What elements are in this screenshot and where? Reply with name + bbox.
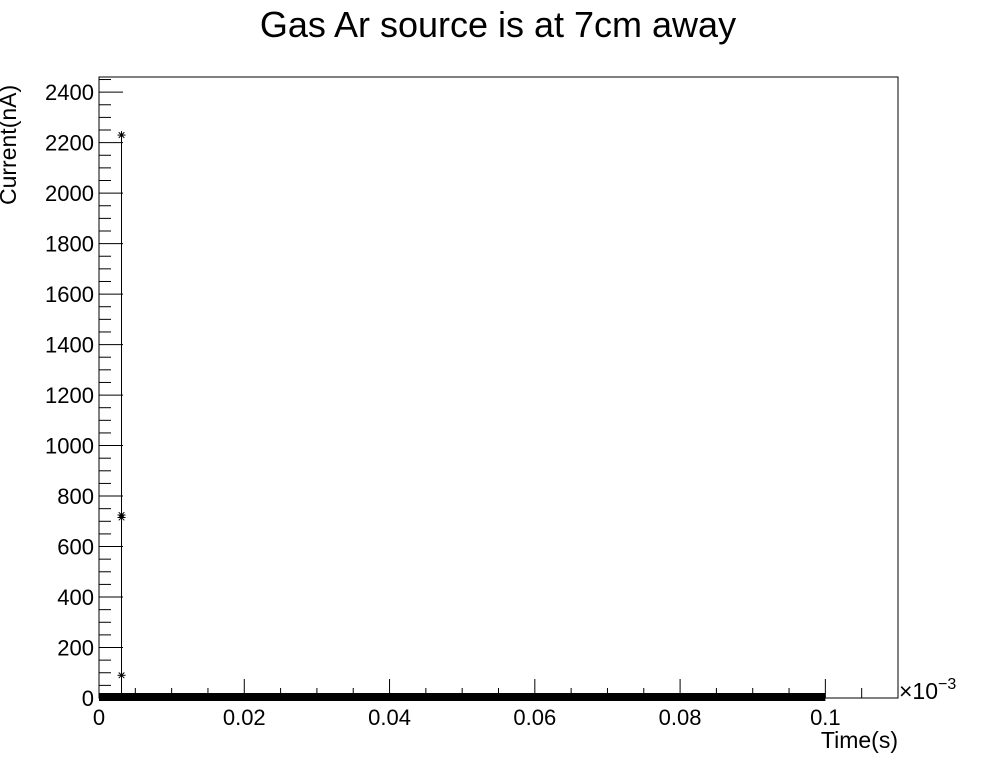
y-tick-label: 800: [57, 484, 94, 509]
y-tick-label: 400: [57, 585, 94, 610]
y-axis: 0 200 400 600 800 1000 1200 1400 1600 1800 2000 220…: [45, 79, 123, 711]
x-axis-exponent-power: −3: [938, 676, 956, 693]
y-tick-label: 1000: [45, 434, 94, 459]
y-tick-label: 0: [82, 686, 94, 711]
star-stroke: [118, 514, 125, 521]
data-point: [117, 513, 126, 522]
y-tick-label: 1400: [45, 333, 94, 358]
y-tick-label: 2200: [45, 131, 94, 156]
x-axis-exponent-base: ×10: [899, 678, 938, 704]
y-tick-label: 2000: [45, 181, 94, 206]
x-tick-label: 0.1: [810, 705, 841, 730]
x-tick-label: 0.06: [513, 705, 556, 730]
x-tick-label: 0.04: [368, 705, 411, 730]
chart-title: Gas Ar source is at 7cm away: [260, 4, 736, 45]
x-axis-exponent: ×10−3: [899, 676, 956, 704]
data-point: [117, 131, 126, 140]
y-axis-label: Current(nA): [0, 85, 21, 205]
y-tick-label: 1800: [45, 232, 94, 257]
y-tick-label: 1600: [45, 282, 94, 307]
data-layer: [99, 131, 826, 701]
x-axis: 0 0.02 0.04 0.06 0.08 0.1: [93, 679, 899, 730]
star-stroke: [118, 131, 125, 139]
star-stroke: [118, 672, 125, 679]
data-point: [117, 671, 126, 680]
y-tick-label: 1200: [45, 383, 94, 408]
x-tick-label: 0.08: [659, 705, 702, 730]
plot-frame: [98, 76, 899, 699]
y-tick-label: 200: [57, 636, 94, 661]
x-tick-label: 0.02: [223, 705, 266, 730]
y-tick-label: 2400: [45, 80, 94, 105]
x-axis-label: Time(s): [821, 727, 898, 753]
y-tick-label: 600: [57, 535, 94, 560]
x-tick-label: 0: [93, 705, 105, 730]
